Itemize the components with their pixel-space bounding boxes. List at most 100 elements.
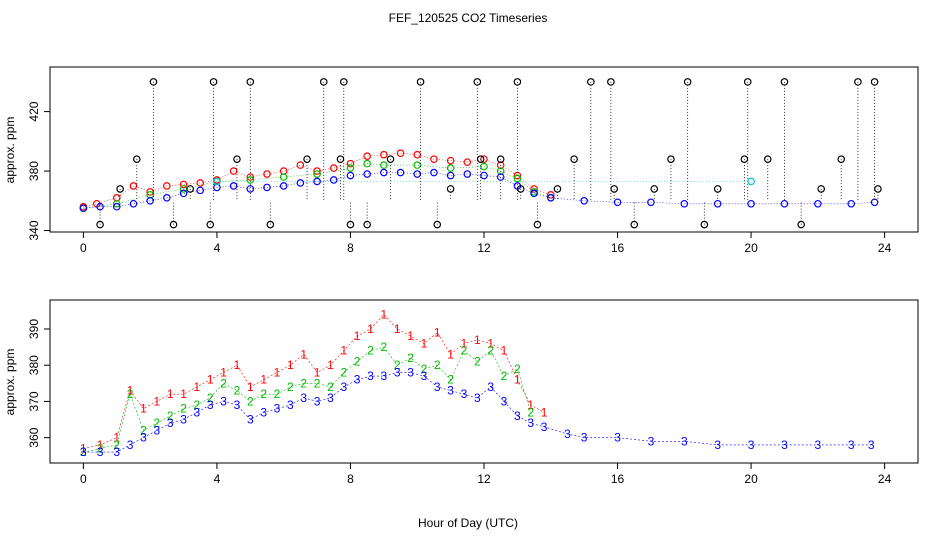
data-point-3: 3: [527, 416, 534, 430]
data-point-3: 3: [447, 384, 454, 398]
y-tick-label: 380: [27, 355, 41, 375]
data-point-blue: [446, 171, 455, 180]
data-point-3: 3: [781, 438, 788, 452]
data-point-1: 1: [514, 373, 521, 387]
data-point-1: 1: [153, 394, 160, 408]
data-point-black: [96, 220, 104, 229]
y-tick-label: 340: [27, 220, 41, 240]
data-point-3: 3: [614, 431, 621, 445]
data-point-2: 2: [394, 358, 401, 372]
series-line-2: [83, 346, 531, 453]
data-point-black: [553, 185, 562, 193]
x-tick-label: 16: [611, 241, 625, 255]
data-point-2: 2: [314, 376, 321, 390]
data-point-2: 2: [514, 362, 521, 376]
data-point-2: 2: [167, 409, 174, 423]
data-point-3: 3: [80, 445, 87, 459]
data-point-blue: [530, 189, 538, 198]
data-point-green: [413, 161, 422, 169]
data-point-2: 2: [407, 351, 414, 365]
data-point-3: 3: [748, 438, 755, 452]
data-point-3: 3: [648, 434, 655, 448]
data-point-green: [346, 164, 355, 172]
data-point-3: 3: [153, 423, 160, 437]
data-point-2: 2: [260, 387, 267, 401]
data-point-blue: [413, 170, 422, 178]
x-tick-label: 0: [80, 472, 87, 486]
data-point-3: 3: [97, 445, 104, 459]
data-point-2: 2: [153, 416, 160, 430]
data-point-2: 2: [381, 340, 388, 354]
data-point-green: [480, 162, 488, 171]
data-point-blue: [814, 199, 822, 208]
data-point-3: 3: [234, 398, 241, 412]
data-point-2: 2: [207, 391, 214, 405]
data-point-3: 3: [434, 380, 441, 394]
data-point-black: [416, 78, 425, 86]
data-point-2: 2: [340, 365, 347, 379]
data-point-black: [246, 78, 255, 86]
data-point-blue: [480, 171, 488, 180]
data-point-blue: [380, 168, 388, 177]
data-point-black: [630, 220, 639, 229]
data-point-red: [346, 159, 355, 168]
data-point-blue: [196, 186, 205, 195]
data-point-green: [279, 173, 288, 181]
data-point-2: 2: [97, 442, 104, 456]
data-point-3: 3: [167, 416, 174, 430]
data-point-black: [363, 220, 371, 229]
data-point-blue: [546, 194, 555, 202]
data-point-blue: [229, 182, 238, 190]
data-point-2: 2: [434, 358, 441, 372]
data-point-black: [607, 78, 615, 86]
data-point-3: 3: [714, 438, 721, 452]
data-point-blue: [463, 170, 472, 178]
data-point-black: [303, 155, 311, 163]
data-point-black: [743, 78, 752, 86]
data-point-1: 1: [340, 344, 347, 358]
data-point-black: [650, 185, 659, 193]
data-point-red: [163, 182, 171, 190]
data-point-blue: [263, 183, 271, 192]
x-tick-label: 4: [214, 472, 221, 486]
data-point-red: [380, 150, 388, 159]
data-point-red: [179, 180, 188, 189]
data-point-1: 1: [447, 347, 454, 361]
data-point-2: 2: [180, 402, 187, 416]
data-point-black: [513, 78, 522, 86]
data-point-black: [476, 155, 485, 163]
data-point-black: [837, 155, 846, 163]
data-point-red: [446, 156, 455, 165]
data-point-blue: [112, 202, 121, 211]
data-point-red: [146, 188, 154, 196]
data-point-1: 1: [381, 307, 388, 321]
data-point-3: 3: [180, 413, 187, 427]
y-tick-label: 370: [27, 391, 41, 411]
data-point-black: [346, 220, 355, 229]
data-point-1: 1: [434, 326, 441, 340]
data-point-blue: [296, 179, 305, 187]
data-point-blue: [79, 204, 88, 213]
data-point-black: [336, 155, 345, 163]
data-point-red: [246, 173, 255, 181]
data-point-black: [446, 185, 455, 193]
data-point-3: 3: [564, 427, 571, 441]
data-point-red: [363, 152, 371, 160]
data-point-red: [329, 164, 338, 172]
top-panel: 0 4 8 12 16 20 24 340 380 420 approx. ppm: [3, 66, 919, 255]
data-point-2: 2: [354, 355, 361, 369]
data-point-3: 3: [407, 365, 414, 379]
data-point-red: [313, 167, 321, 175]
x-tick-label: 8: [347, 472, 354, 486]
data-point-1: 1: [407, 329, 414, 343]
data-point-blue: [279, 182, 288, 190]
top-panel-marks: [79, 78, 882, 229]
data-point-red: [229, 167, 238, 175]
y-tick-label: 360: [27, 427, 41, 447]
data-point-3: 3: [367, 369, 374, 383]
data-point-2: 2: [234, 384, 241, 398]
data-point-1: 1: [541, 405, 548, 419]
data-point-black: [780, 78, 789, 86]
x-tick-label: 4: [214, 241, 221, 255]
series-line-3: [83, 372, 872, 453]
